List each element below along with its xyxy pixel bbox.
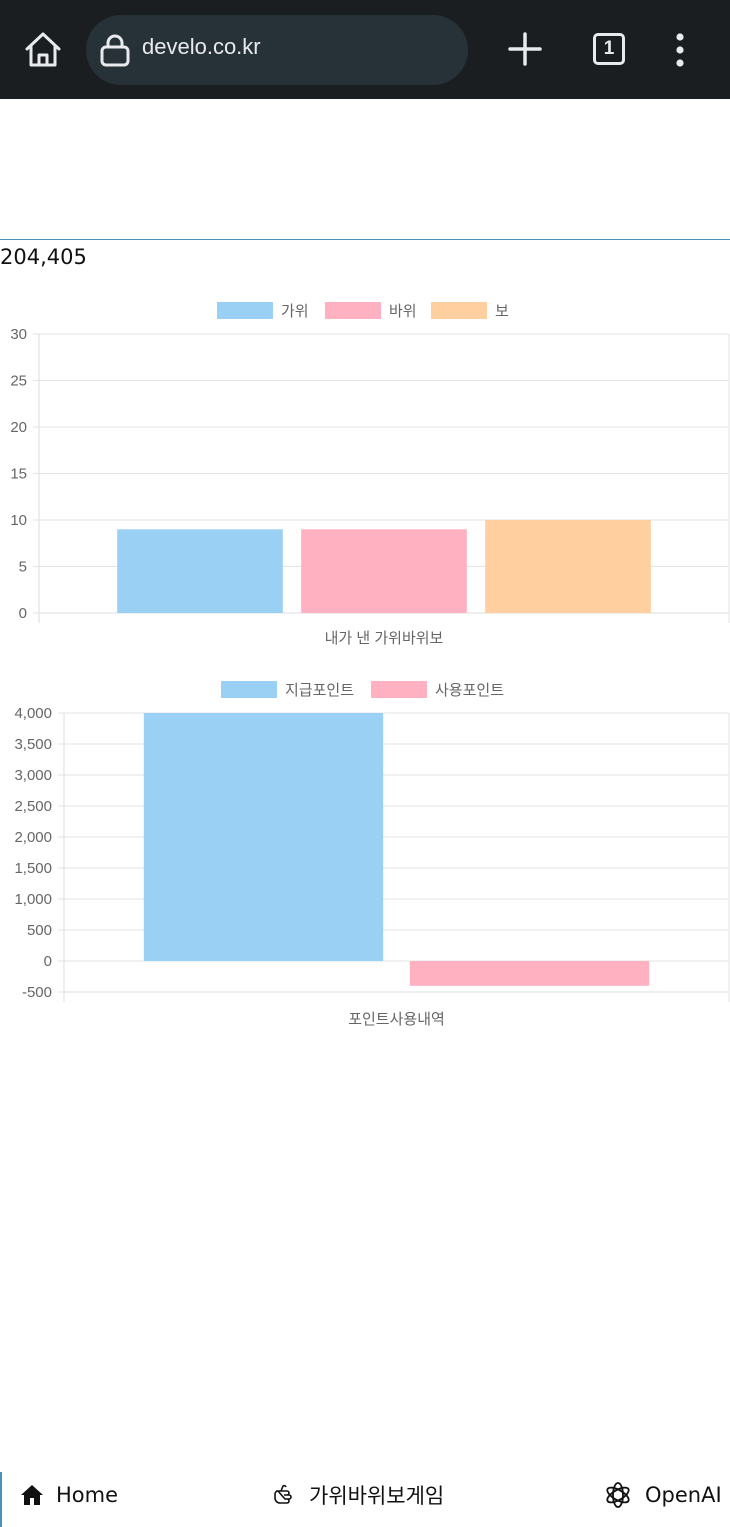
bar bbox=[485, 520, 651, 613]
y-tick-label: 10 bbox=[10, 512, 27, 529]
home-icon[interactable] bbox=[22, 29, 64, 71]
legend-swatch bbox=[221, 681, 277, 698]
legend-swatch bbox=[325, 302, 381, 319]
hand-icon bbox=[273, 1483, 297, 1507]
y-tick-label: 500 bbox=[27, 922, 52, 939]
y-tick-label: 20 bbox=[10, 419, 27, 436]
plus-icon[interactable] bbox=[506, 30, 544, 68]
nav-rps-game[interactable]: 가위바위보게임 bbox=[273, 1478, 444, 1512]
y-tick-label: 15 bbox=[10, 466, 27, 483]
count-value: 204,405 bbox=[0, 245, 87, 269]
y-tick-label: 25 bbox=[10, 373, 27, 390]
y-tick-label: 1,000 bbox=[14, 891, 52, 908]
nav-edge bbox=[0, 1472, 2, 1527]
y-tick-label: 5 bbox=[19, 559, 27, 576]
rps-chart-svg: 가위 바위 보 30 25 20 15 10 5 0 내가 낸 가위바위보 bbox=[10, 302, 730, 647]
legend-label: 사용포인트 bbox=[435, 682, 504, 699]
x-axis-label: 포인트사용내역 bbox=[348, 1011, 445, 1028]
lock-icon bbox=[98, 33, 132, 67]
y-tick-label: 0 bbox=[44, 953, 52, 970]
more-vert-icon[interactable] bbox=[670, 32, 690, 68]
x-axis-label: 내가 낸 가위바위보 bbox=[325, 630, 444, 647]
rps-chart: 가위 바위 보 30 25 20 15 10 5 0 내가 낸 가위바위보 bbox=[0, 290, 730, 650]
y-tick-label: 0 bbox=[19, 605, 27, 622]
legend-swatch bbox=[217, 302, 273, 319]
y-tick-label: 1,500 bbox=[14, 860, 52, 877]
bar bbox=[143, 713, 384, 961]
y-tick-label: 30 bbox=[10, 326, 27, 343]
bottom-nav: Home 가위바위보게임 OpenAI bbox=[0, 1466, 730, 1527]
address-bar[interactable]: develo.co.kr bbox=[86, 15, 468, 85]
home-icon bbox=[20, 1484, 44, 1506]
points-chart: 지급포인트 사용포인트 4,000 3,500 3,000 2,500 2,000 1,500… bbox=[0, 672, 730, 1038]
url-text: develo.co.kr bbox=[142, 34, 261, 59]
openai-icon bbox=[603, 1480, 633, 1510]
tab-count: 1 bbox=[603, 38, 615, 59]
legend-label: 보 bbox=[495, 303, 509, 320]
legend-swatch bbox=[431, 302, 487, 319]
nav-home-label: Home bbox=[56, 1483, 119, 1507]
legend-label: 지급포인트 bbox=[285, 682, 354, 699]
nav-rps-label: 가위바위보게임 bbox=[309, 1484, 445, 1508]
points-chart-svg: 지급포인트 사용포인트 4,000 3,500 3,000 2,500 2,000 1,500… bbox=[14, 681, 730, 1028]
y-tick-label: 3,000 bbox=[14, 767, 52, 784]
legend-label: 가위 bbox=[281, 303, 309, 320]
y-tick-label: -500 bbox=[22, 984, 52, 1001]
bar bbox=[301, 529, 467, 613]
y-tick-label: 4,000 bbox=[14, 705, 52, 722]
legend-swatch bbox=[371, 681, 427, 698]
y-tick-label: 2,000 bbox=[14, 829, 52, 846]
bar bbox=[117, 529, 283, 613]
divider bbox=[0, 239, 730, 240]
nav-home[interactable]: Home bbox=[20, 1478, 118, 1512]
y-tick-label: 3,500 bbox=[14, 736, 52, 753]
nav-openai-label: OpenAI bbox=[645, 1483, 722, 1507]
legend-label: 바위 bbox=[389, 303, 417, 320]
browser-toolbar: develo.co.kr 1 bbox=[0, 0, 730, 99]
y-tick-label: 2,500 bbox=[14, 798, 52, 815]
nav-openai[interactable]: OpenAI bbox=[603, 1478, 722, 1512]
tabs-icon[interactable]: 1 bbox=[593, 33, 625, 65]
bar bbox=[409, 961, 650, 986]
